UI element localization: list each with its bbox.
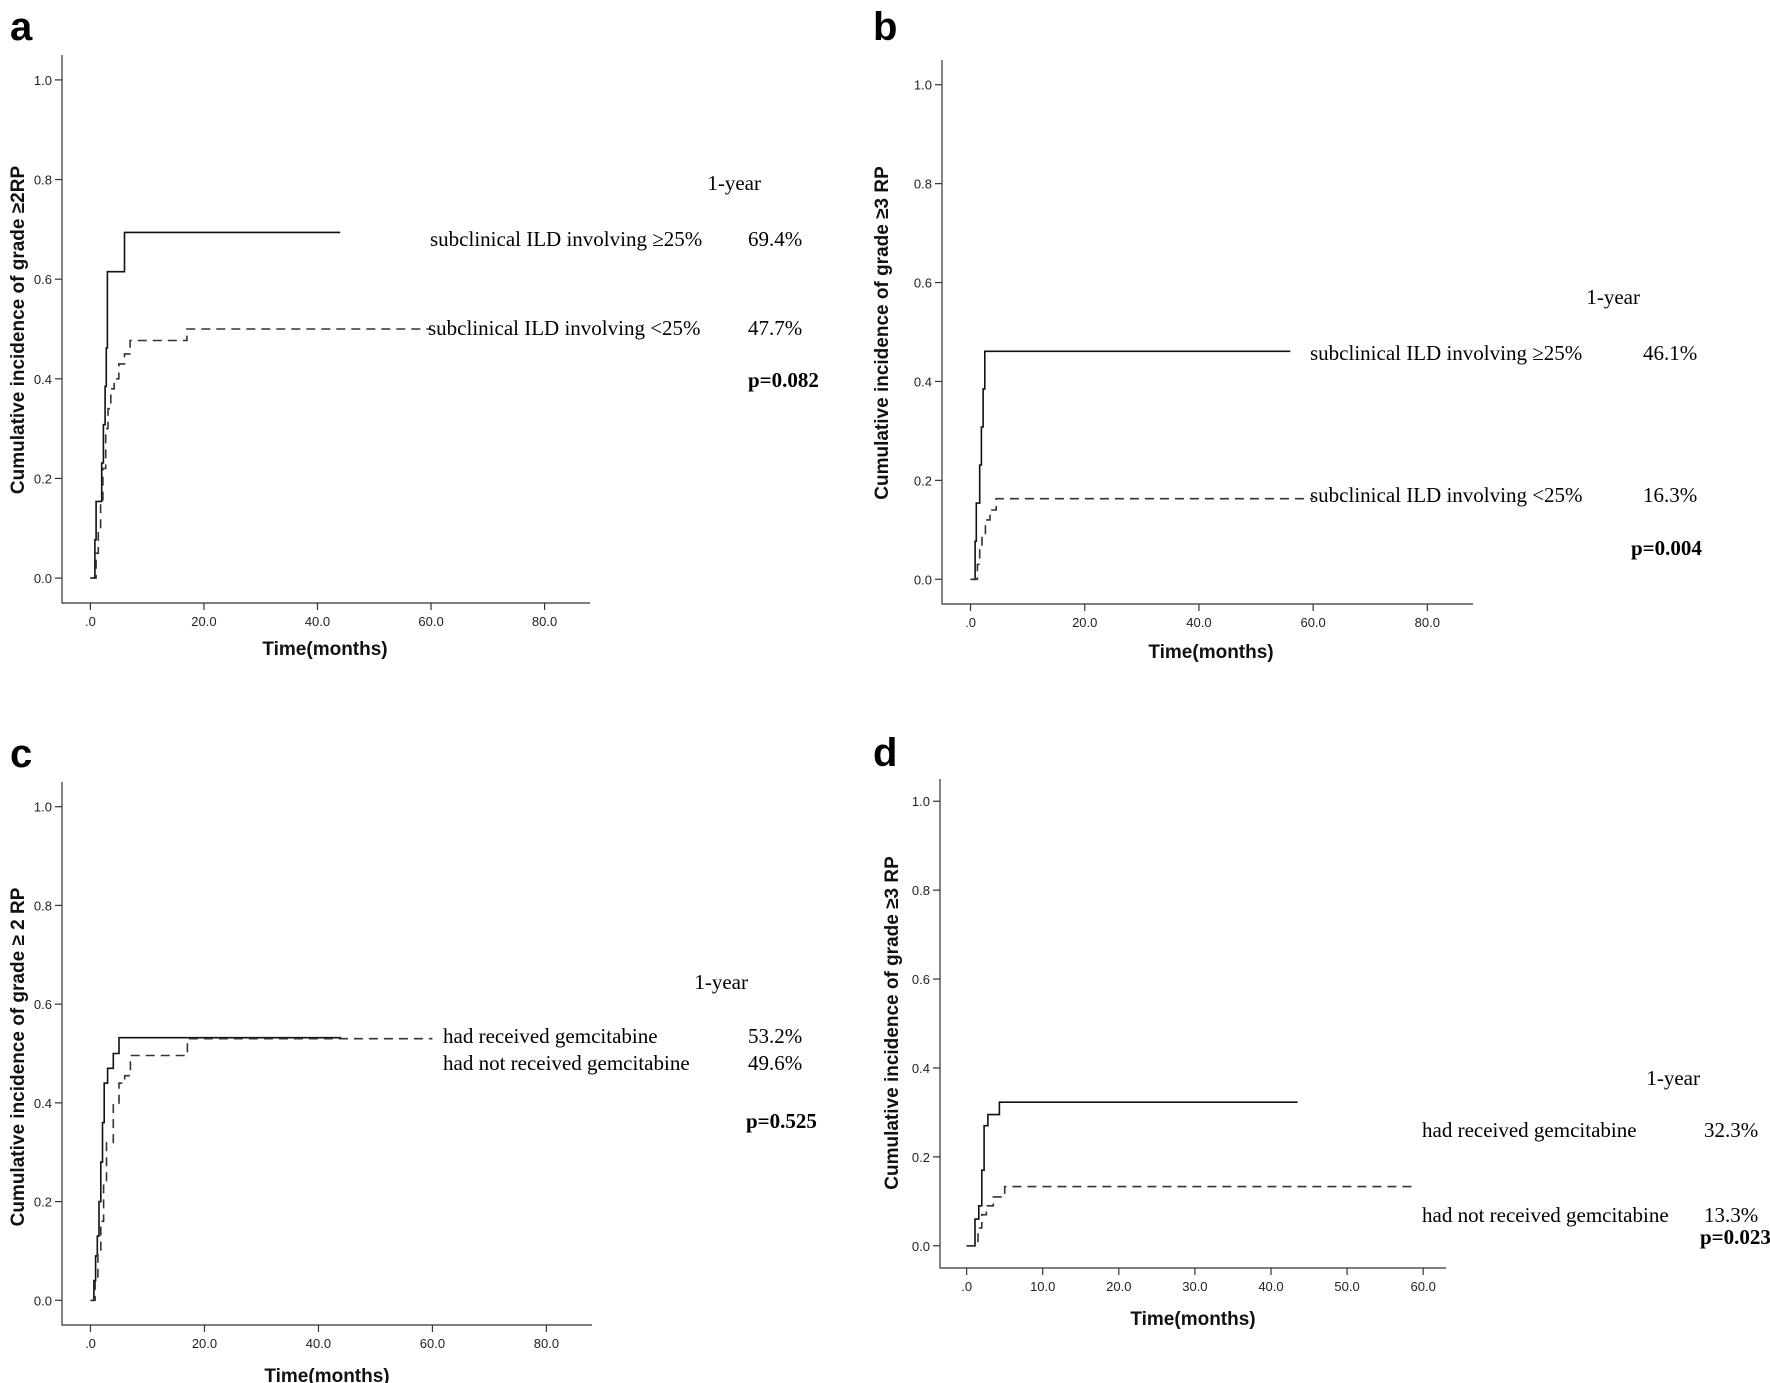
annotation-label: had not received gemcitabine <box>1422 1203 1669 1227</box>
series-line-solid <box>90 1036 342 1302</box>
x-tick-label: .0 <box>961 1279 972 1294</box>
y-tick-label: 0.2 <box>34 471 52 486</box>
x-tick-label: .0 <box>965 615 976 630</box>
y-tick-label: 0.4 <box>912 1061 930 1076</box>
panel-a: a 0.0 0.2 0.4 0.6 0.8 1.0 .0 20.0 40.0 60.0 80.0 Tim… <box>8 5 819 660</box>
annotation-header: 1-year <box>1586 285 1640 309</box>
y-tick-label: 0.4 <box>914 374 932 389</box>
y-tick-label: 0.8 <box>914 177 932 192</box>
y-tick-label: 0.0 <box>34 1293 52 1308</box>
x-tick-label: 20.0 <box>1106 1279 1131 1294</box>
series-line-solid <box>90 231 341 579</box>
y-tick-label: 0.2 <box>912 1150 930 1165</box>
x-tick-label: 80.0 <box>534 1336 559 1351</box>
series-line-dashed <box>90 328 431 579</box>
axis-frame <box>939 779 1446 1269</box>
annotation-value: 16.3% <box>1643 483 1697 507</box>
y-axis-title: Cumulative incidence of grade ≥3 RP <box>872 166 893 500</box>
annotation-header: 1-year <box>1646 1066 1700 1090</box>
x-axis-title: Time(months) <box>264 1366 389 1383</box>
y-tick-label: 1.0 <box>912 794 930 809</box>
y-tick-label: 0.6 <box>34 272 52 287</box>
x-tick-label: 20.0 <box>192 1336 217 1351</box>
panel-letter: c <box>10 732 32 776</box>
y-tick-label: 0.8 <box>34 898 52 913</box>
series-line-dashed <box>90 1037 433 1302</box>
y-tick-label: 0.8 <box>34 173 52 188</box>
p-value: p=0.023 <box>1700 1225 1770 1249</box>
p-value: p=0.525 <box>746 1109 817 1133</box>
series-line-solid <box>970 350 1291 581</box>
x-tick-label: 40.0 <box>305 614 330 629</box>
annotation-value: 32.3% <box>1704 1118 1758 1142</box>
annotation-value: 47.7% <box>748 316 802 340</box>
x-tick-label: 60.0 <box>1411 1279 1436 1294</box>
panel-letter: b <box>873 5 897 49</box>
x-tick-label: 20.0 <box>1072 615 1097 630</box>
y-tick-label: 0.4 <box>34 372 52 387</box>
annotation-label: had received gemcitabine <box>443 1024 658 1048</box>
annotation-value: 46.1% <box>1643 341 1697 365</box>
y-tick-label: 0.6 <box>34 997 52 1012</box>
panel-letter: a <box>10 5 33 49</box>
annotation-value: 49.6% <box>748 1051 802 1075</box>
x-tick-label: 30.0 <box>1182 1279 1207 1294</box>
axis-frame <box>61 55 590 604</box>
panel-letter: d <box>873 731 897 775</box>
y-tick-label: 0.2 <box>34 1195 52 1210</box>
series-line-solid <box>966 1101 1298 1247</box>
annotation-value: 69.4% <box>748 227 802 251</box>
annotation-value: 13.3% <box>1704 1203 1758 1227</box>
y-tick-label: 0.2 <box>914 473 932 488</box>
annotation-label: subclinical ILD involving ≥25% <box>1310 341 1582 365</box>
x-tick-label: 60.0 <box>418 614 443 629</box>
y-tick-label: 0.0 <box>34 571 52 586</box>
y-tick-label: 1.0 <box>34 73 52 88</box>
x-tick-label: 40.0 <box>1258 1279 1283 1294</box>
panel-b: b 0.0 0.2 0.4 0.6 0.8 1.0 .0 20.0 40.0 60.0 80.0 Tim… <box>872 5 1702 663</box>
y-tick-label: 0.8 <box>912 883 930 898</box>
annotation-header: 1-year <box>707 171 761 195</box>
y-tick-label: 0.4 <box>34 1096 52 1111</box>
y-tick-label: 0.6 <box>912 972 930 987</box>
p-value: p=0.082 <box>748 368 819 392</box>
x-axis-title: Time(months) <box>1130 1309 1255 1330</box>
x-tick-label: 60.0 <box>420 1336 445 1351</box>
y-axis-title: Cumulative incidence of grade ≥ 2 RP <box>8 887 29 1226</box>
x-tick-label: 50.0 <box>1334 1279 1359 1294</box>
x-tick-label: 80.0 <box>532 614 557 629</box>
x-tick-label: 40.0 <box>306 1336 331 1351</box>
x-axis-title: Time(months) <box>1148 642 1273 663</box>
x-tick-label: 20.0 <box>191 614 216 629</box>
y-tick-label: 0.0 <box>912 1239 930 1254</box>
y-tick-label: 0.0 <box>914 572 932 587</box>
annotation-header: 1-year <box>694 970 748 994</box>
annotation-label: had received gemcitabine <box>1422 1118 1637 1142</box>
x-tick-label: 80.0 <box>1415 615 1440 630</box>
x-axis-title: Time(months) <box>262 639 387 660</box>
axis-frame <box>941 60 1473 605</box>
panel-c: c 0.0 0.2 0.4 0.6 0.8 1.0 .0 20.0 40.0 60.0 80.0 Tim… <box>8 732 817 1383</box>
x-tick-label: .0 <box>85 1336 96 1351</box>
y-axis-title: Cumulative incidence of grade ≥3 RP <box>882 856 903 1190</box>
annotation-value: 53.2% <box>748 1024 802 1048</box>
series-line-dashed <box>970 497 1314 581</box>
x-tick-label: 10.0 <box>1030 1279 1055 1294</box>
annotation-label: subclinical ILD involving ≥25% <box>430 227 702 251</box>
annotation-label: subclinical ILD involving <25% <box>428 316 701 340</box>
axis-frame <box>61 782 592 1326</box>
y-axis-title: Cumulative incidence of grade ≥2RP <box>8 166 29 495</box>
annotation-label: had not received gemcitabine <box>443 1051 690 1075</box>
y-tick-label: 1.0 <box>914 78 932 93</box>
x-tick-label: .0 <box>85 614 96 629</box>
x-tick-label: 40.0 <box>1186 615 1211 630</box>
y-tick-label: 1.0 <box>34 800 52 815</box>
y-tick-label: 0.6 <box>914 276 932 291</box>
p-value: p=0.004 <box>1631 536 1702 560</box>
panel-d: d 0.0 0.2 0.4 0.6 0.8 1.0 .0 10.0 20.0 30.0 40.0 50.… <box>873 731 1770 1330</box>
x-tick-label: 60.0 <box>1300 615 1325 630</box>
annotation-label: subclinical ILD involving <25% <box>1310 483 1583 507</box>
